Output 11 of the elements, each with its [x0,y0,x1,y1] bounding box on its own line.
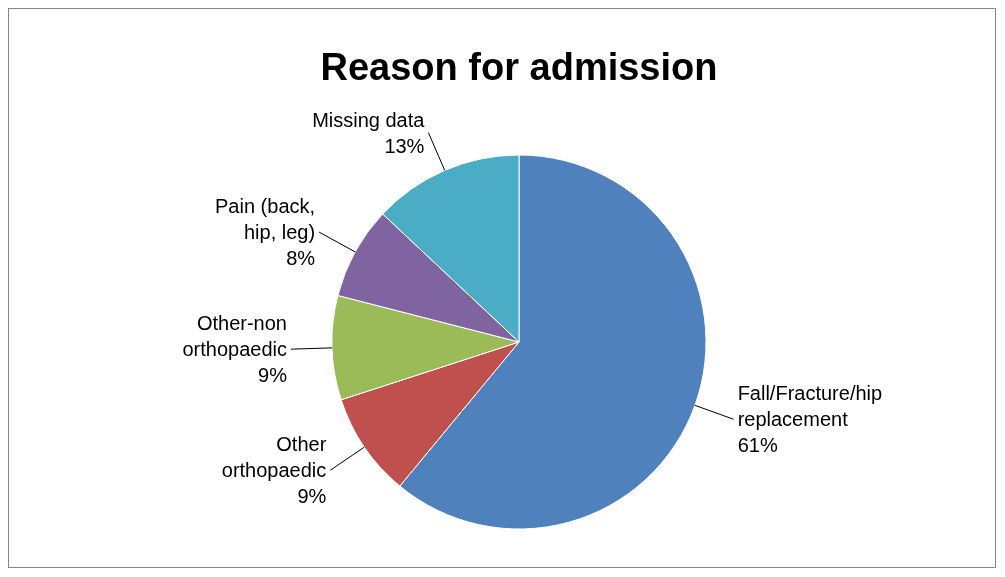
data-label: 9% [297,485,327,508]
chart-title: Reason for admission [320,46,718,88]
slice-label: Other orthopaedic [221,433,327,482]
data-label: 9% [258,364,288,387]
slice-label: Missing data [312,108,426,131]
data-label: 61% [737,434,778,457]
data-label: 13% [384,134,425,157]
slice-label: Other-non orthopaedic [182,312,287,361]
slice-label: Pain (back, hip, leg) [215,195,316,244]
data-label: 8% [286,247,316,270]
slice-label: Fall/Fracture/hip replacement [737,382,883,431]
